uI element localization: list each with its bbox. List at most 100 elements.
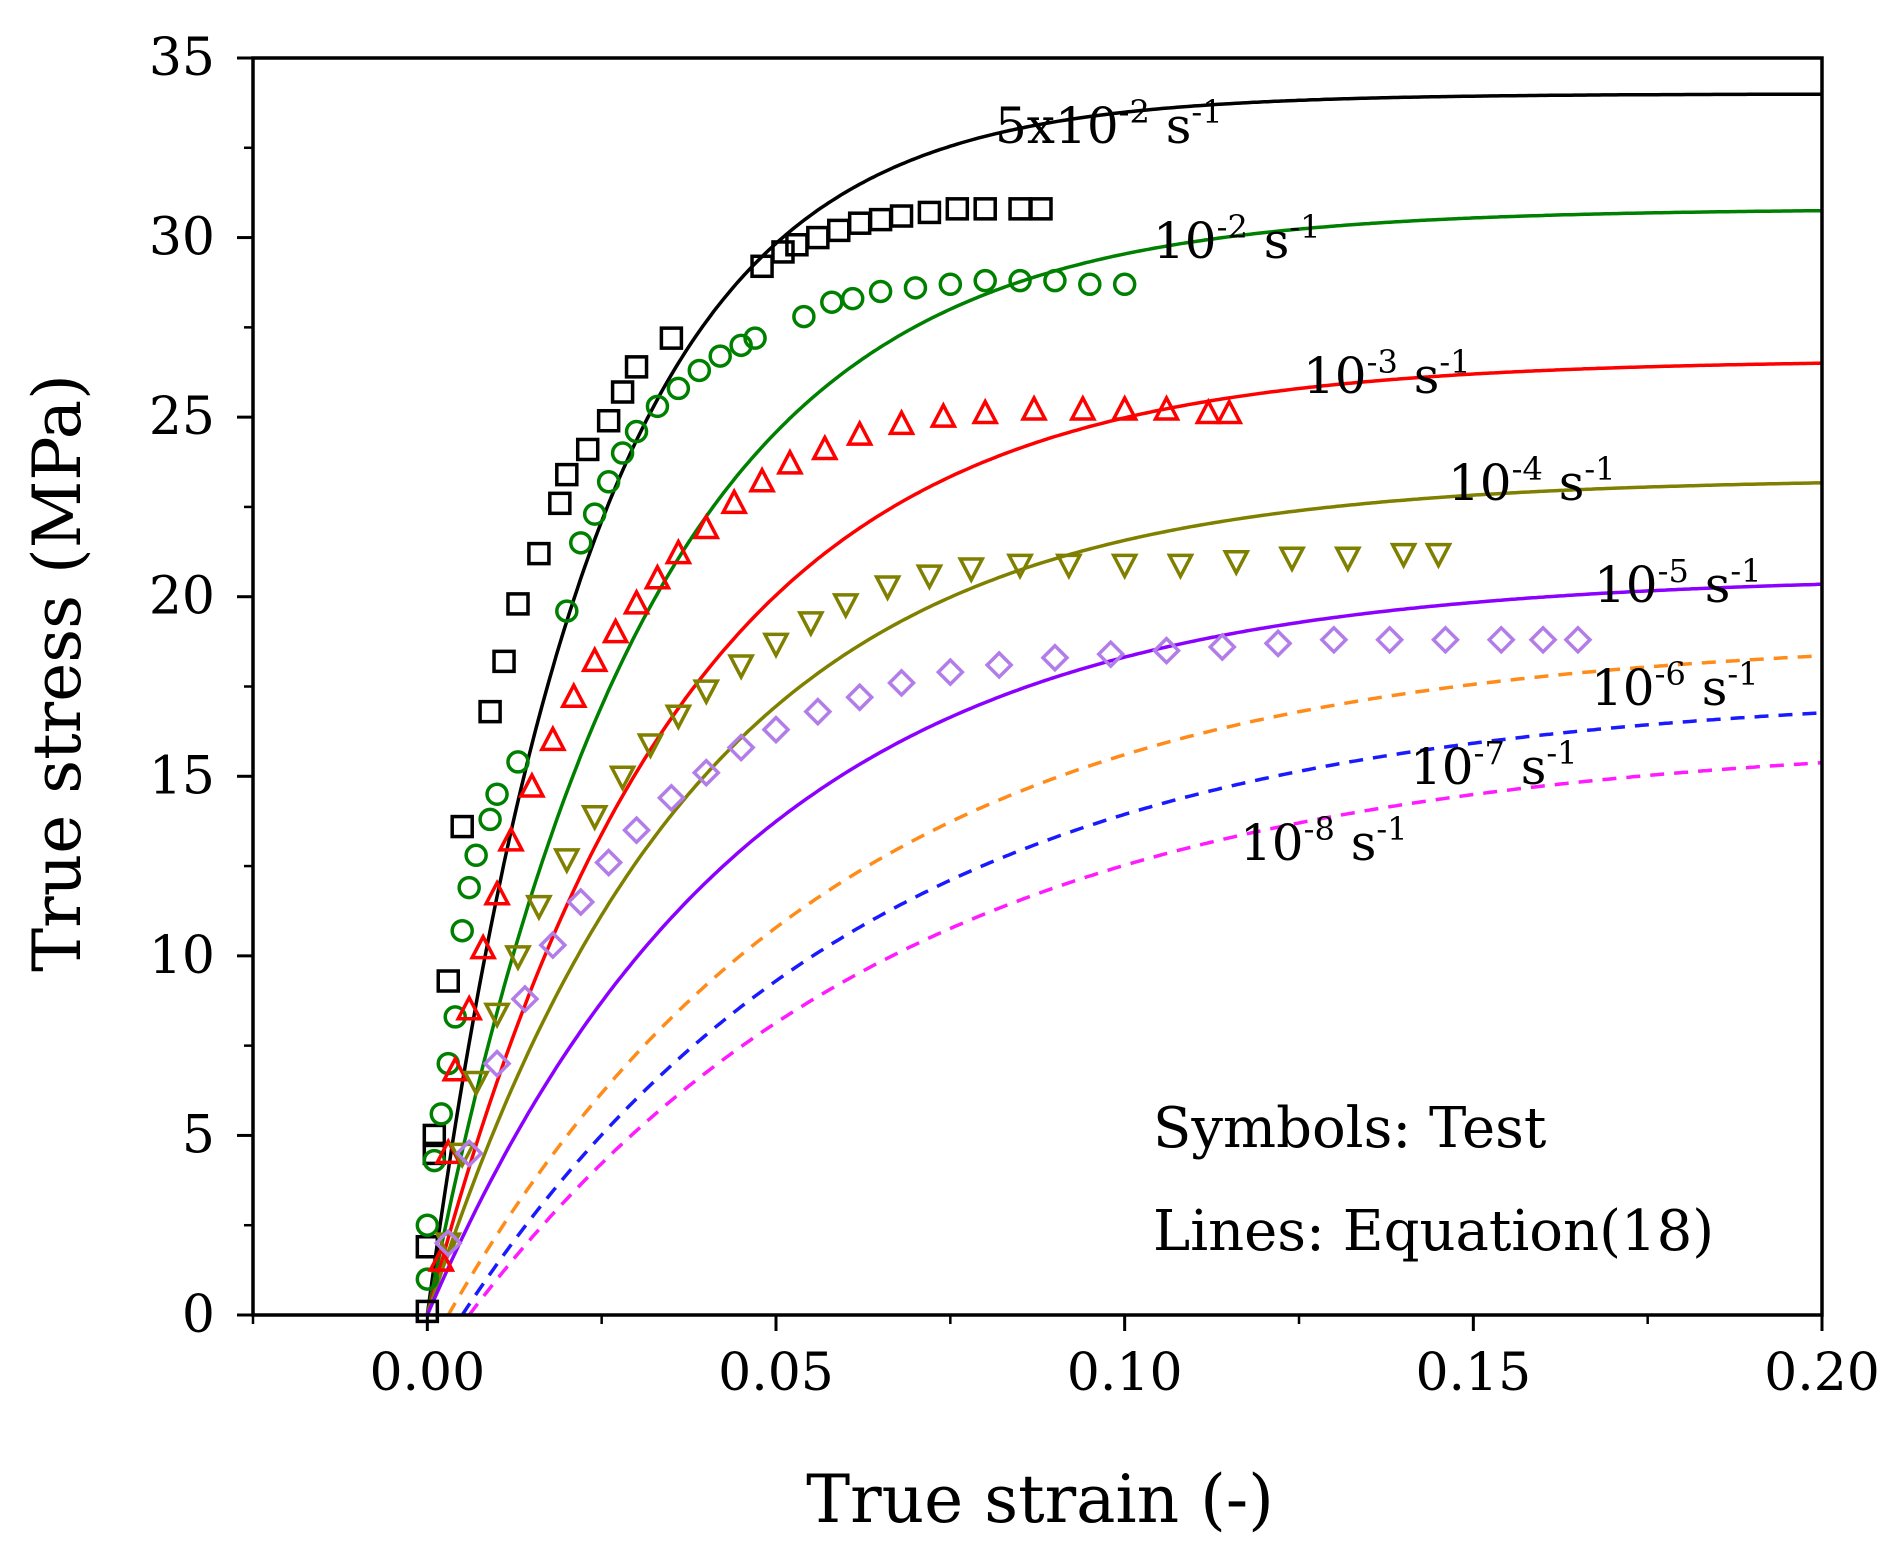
data-point-2-7	[518, 771, 546, 798]
data-point-5-27	[1563, 625, 1593, 655]
data-point-0-5	[450, 814, 474, 839]
data-point-0-14	[610, 380, 635, 404]
label-unit: s	[1505, 738, 1547, 796]
label-base: 10	[1591, 659, 1655, 717]
data-point-5-24	[1430, 625, 1460, 655]
data-point-3-5	[525, 894, 553, 922]
data-point-2-20	[845, 419, 874, 446]
data-point-5-19	[1152, 636, 1181, 666]
label-unit-exponent: -1	[1289, 208, 1320, 246]
data-point-2-0	[427, 1245, 456, 1272]
data-point-1-33	[1078, 272, 1102, 297]
data-point-2-16	[720, 487, 749, 515]
data-point-3-17	[915, 564, 944, 591]
label-exponent: -7	[1474, 734, 1505, 772]
data-point-1-25	[820, 290, 844, 314]
data-point-1-23	[743, 326, 767, 350]
label-exponent: -8	[1304, 810, 1335, 848]
axes: 0.00 0.05 0.10 0.15 0.20 0 5 10 15 20 25 30 35	[149, 28, 1880, 1403]
data-point-1-11	[506, 750, 530, 774]
data-point-2-13	[643, 562, 672, 590]
data-point-1-21	[708, 344, 732, 368]
data-point-2-21	[887, 408, 916, 436]
y-tick-label-2: 10	[149, 926, 215, 986]
data-point-2-9	[559, 681, 588, 709]
data-point-0-19	[785, 233, 809, 257]
data-point-2-27	[1152, 394, 1181, 421]
data-point-1-18	[645, 394, 670, 419]
data-point-0-21	[827, 218, 851, 243]
label-unit-exponent: -1	[1191, 93, 1222, 131]
data-point-1-29	[938, 272, 963, 297]
y-tick-label-5: 25	[149, 387, 215, 447]
data-point-1-8	[464, 843, 488, 868]
label-base: 5x10	[995, 97, 1119, 155]
label-base: 10	[1153, 212, 1217, 270]
label-unit: s	[1689, 556, 1731, 614]
data-point-5-4	[538, 930, 568, 960]
data-point-2-10	[580, 645, 609, 673]
data-point-5-11	[761, 715, 791, 745]
data-point-5-16	[984, 650, 1014, 680]
label-unit-exponent: -1	[1730, 552, 1761, 590]
data-point-0-3	[422, 1123, 447, 1148]
data-point-0-4	[436, 969, 461, 993]
data-point-0-12	[575, 437, 600, 462]
data-point-5-18	[1096, 639, 1126, 669]
data-point-5-0	[433, 1228, 463, 1258]
model-line-2	[425, 361, 1823, 1316]
model-line-8	[467, 760, 1823, 1317]
data-point-3-20	[1054, 553, 1083, 581]
data-point-1-3	[429, 1102, 454, 1126]
data-point-3-13	[762, 632, 790, 660]
x-tick-label-2: 0.10	[1067, 1343, 1183, 1403]
data-point-3-27	[1424, 542, 1453, 570]
data-point-0-15	[624, 355, 649, 379]
data-point-2-12	[622, 588, 651, 615]
y-tick-label-6: 30	[149, 208, 215, 268]
data-point-1-0	[415, 1267, 440, 1291]
label-exponent: -5	[1658, 552, 1689, 590]
data-point-1-24	[792, 304, 816, 329]
data-point-1-34	[1112, 272, 1137, 297]
data-point-0-16	[659, 326, 684, 350]
x-tick-label-4: 0.20	[1764, 1343, 1880, 1403]
data-point-0-29	[1029, 197, 1053, 221]
data-point-5-2	[482, 1049, 512, 1079]
data-point-2-29	[1215, 397, 1244, 425]
data-point-0-24	[889, 204, 914, 228]
model-line-1	[425, 208, 1822, 1316]
data-point-5-21	[1263, 628, 1293, 658]
data-point-3-23	[1222, 550, 1251, 577]
data-point-3-25	[1333, 546, 1362, 573]
x-tick-label-0: 0.00	[369, 1343, 485, 1403]
label-base: 10	[1303, 347, 1367, 405]
label-base: 10	[1240, 814, 1304, 872]
data-point-1-15	[596, 470, 621, 494]
data-point-2-17	[748, 466, 776, 493]
y-tick-label-1: 5	[182, 1105, 215, 1165]
data-point-0-27	[973, 197, 997, 221]
data-point-2-8	[538, 724, 567, 752]
data-point-5-9	[691, 758, 721, 788]
label-unit: s	[1150, 97, 1192, 155]
data-point-0-2	[422, 1141, 447, 1166]
data-point-0-11	[555, 462, 579, 487]
data-point-1-5	[443, 1005, 467, 1029]
data-point-2-3	[455, 993, 484, 1021]
data-point-5-25	[1486, 625, 1516, 655]
data-point-0-9	[527, 541, 551, 566]
data-point-1-13	[568, 531, 593, 555]
data-point-3-15	[831, 593, 860, 620]
data-point-5-15	[935, 657, 965, 687]
label-exponent: -3	[1367, 343, 1398, 381]
label-base: 10	[1594, 556, 1658, 614]
model-line-7	[460, 711, 1823, 1316]
data-point-0-6	[478, 699, 502, 724]
label-unit-exponent: -1	[1376, 810, 1407, 848]
data-point-2-23	[971, 397, 1000, 425]
data-point-0-26	[945, 197, 970, 221]
y-tick-label-0: 0	[182, 1285, 215, 1345]
label-exponent: -4	[1512, 450, 1543, 488]
